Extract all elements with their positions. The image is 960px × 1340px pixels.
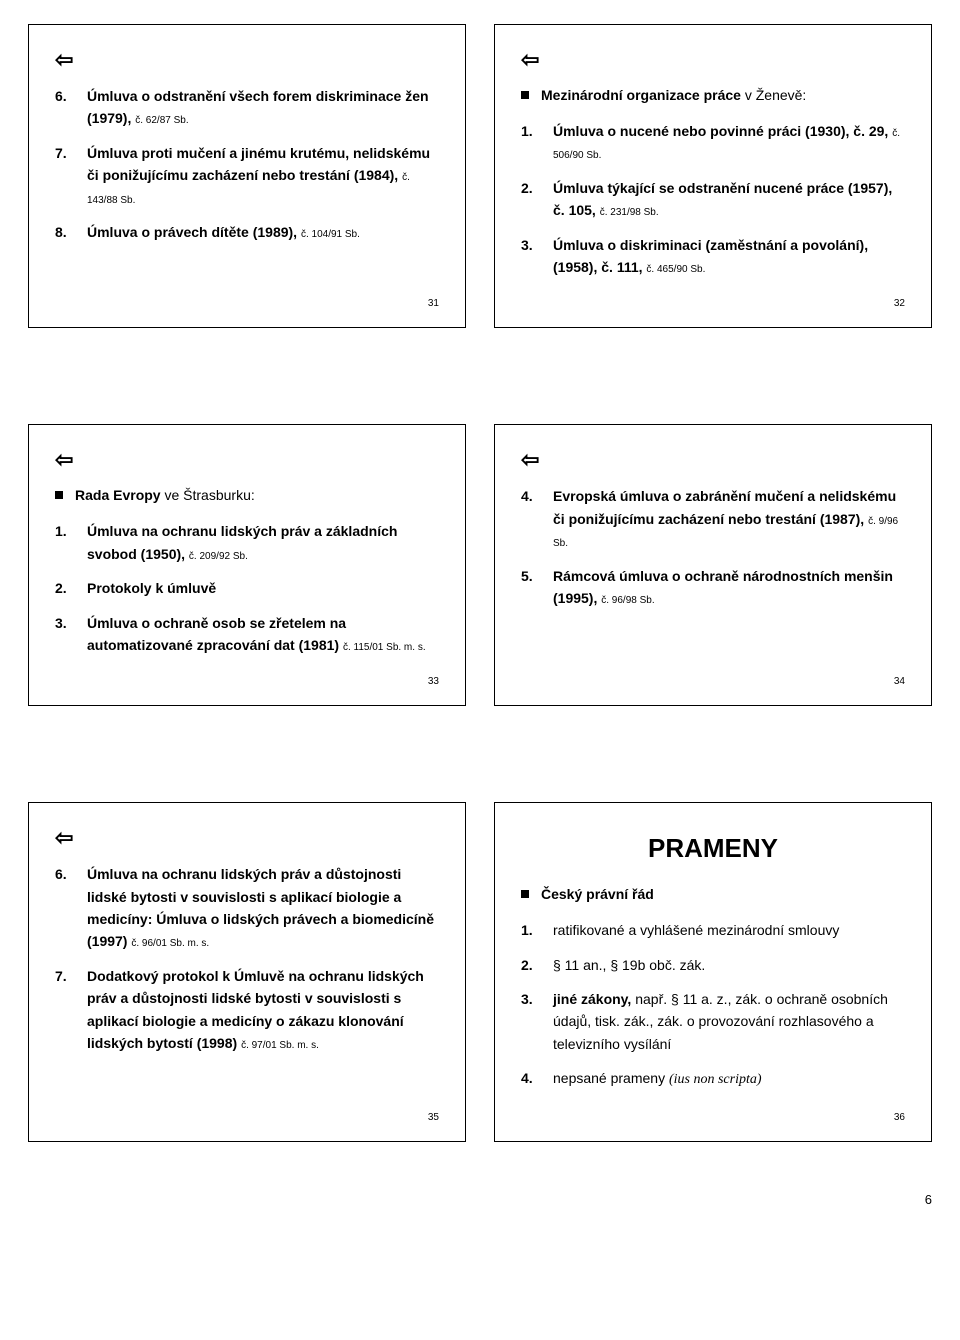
- item-text: Úmluva proti mučení a jinému krutému, ne…: [87, 142, 439, 209]
- lead-text: Rada Evropy ve Štrasburku:: [75, 485, 255, 506]
- back-arrow-icon: ⇦: [55, 49, 73, 71]
- list-item: 6.Úmluva o odstranění všech forem diskri…: [55, 85, 439, 130]
- slide-title: PRAMENY: [521, 833, 905, 864]
- list-item: 2. Protokoly k úmluvě: [55, 577, 439, 599]
- slide-number: 35: [55, 1104, 439, 1123]
- item-text: Úmluva na ochranu lidských práv a základ…: [87, 520, 439, 565]
- slide-grid: ⇦ 6.Úmluva o odstranění všech forem disk…: [28, 24, 932, 1142]
- list-item: 3.Úmluva o diskriminaci (zaměstnání a po…: [521, 234, 905, 279]
- item-text: Úmluva o odstranění všech forem diskrimi…: [87, 85, 439, 130]
- back-arrow-icon: ⇦: [55, 449, 73, 471]
- back-arrow-icon: ⇦: [521, 49, 539, 71]
- lead-line: Mezinárodní organizace práce v Ženevě:: [521, 85, 905, 106]
- item-number: 1.: [521, 919, 543, 941]
- slide-body: ⇦ Rada Evropy ve Štrasburku: 1.Úmluva na…: [55, 449, 439, 668]
- lead-line: Rada Evropy ve Štrasburku:: [55, 485, 439, 506]
- lead-text: Český právní řád: [541, 884, 654, 905]
- slide-31: ⇦ 6.Úmluva o odstranění všech forem disk…: [28, 24, 466, 328]
- item-number: 3.: [55, 612, 77, 657]
- item-text: Úmluva o diskriminaci (zaměstnání a povo…: [553, 234, 905, 279]
- item-list: 1.Úmluva o nucené nebo povinné práci (19…: [521, 120, 905, 278]
- item-text: Evropská úmluva o zabránění mučení a nel…: [553, 485, 905, 552]
- slide-number: 32: [521, 290, 905, 309]
- item-text: § 11 an., § 19b obč. zák.: [553, 954, 705, 976]
- slide-number: 36: [521, 1104, 905, 1123]
- item-number: 2.: [521, 177, 543, 222]
- list-item: 1. ratifikované a vyhlášené mezinárodní s…: [521, 919, 905, 941]
- item-text: nepsané prameny (ius non scripta): [553, 1067, 762, 1091]
- slide-body: ⇦ 4.Evropská úmluva o zabránění mučení a…: [521, 449, 905, 668]
- list-item: 3.Úmluva o ochraně osob se zřetelem na a…: [55, 612, 439, 657]
- list-item: 6.Úmluva na ochranu lidských práv a důst…: [55, 863, 439, 953]
- list-item: 1.Úmluva o nucené nebo povinné práci (19…: [521, 120, 905, 165]
- back-arrow-icon: ⇦: [55, 827, 73, 849]
- item-text: Úmluva o ochraně osob se zřetelem na aut…: [87, 612, 439, 657]
- item-number: 7.: [55, 142, 77, 209]
- back-arrow-icon: ⇦: [521, 449, 539, 471]
- slide-36: PRAMENY Český právní řád 1. ratifikované …: [494, 802, 932, 1141]
- slide-33: ⇦ Rada Evropy ve Štrasburku: 1.Úmluva na…: [28, 424, 466, 706]
- item-text: Rámcová úmluva o ochraně národnostních m…: [553, 565, 905, 610]
- item-text: Protokoly k úmluvě: [87, 577, 216, 599]
- item-text: Dodatkový protokol k Úmluvě na ochranu l…: [87, 965, 439, 1055]
- item-text: jiné zákony, např. § 11 a. z., zák. o oc…: [553, 988, 905, 1055]
- item-number: 4.: [521, 1067, 543, 1091]
- slide-body: ⇦ 6.Úmluva o odstranění všech forem disk…: [55, 49, 439, 290]
- slide-body: PRAMENY Český právní řád 1. ratifikované …: [521, 827, 905, 1103]
- page-footer-number: 6: [28, 1142, 932, 1207]
- list-item: 7.Dodatkový protokol k Úmluvě na ochranu…: [55, 965, 439, 1055]
- item-number: 8.: [55, 221, 77, 243]
- list-item: 3.jiné zákony, např. § 11 a. z., zák. o …: [521, 988, 905, 1055]
- list-item: 4. nepsané prameny (ius non scripta): [521, 1067, 905, 1091]
- square-bullet-icon: [521, 890, 529, 898]
- list-item: 8. Úmluva o právech dítěte (1989), č. 104…: [55, 221, 439, 243]
- item-number: 7.: [55, 965, 77, 1055]
- item-number: 3.: [521, 988, 543, 1055]
- slide-32: ⇦ Mezinárodní organizace práce v Ženevě:…: [494, 24, 932, 328]
- item-number: 2.: [55, 577, 77, 599]
- item-list: 6.Úmluva na ochranu lidských práv a důst…: [55, 863, 439, 1054]
- item-number: 5.: [521, 565, 543, 610]
- slide-number: 33: [55, 668, 439, 687]
- list-item: 1.Úmluva na ochranu lidských práv a zákl…: [55, 520, 439, 565]
- slide-body: ⇦ 6.Úmluva na ochranu lidských práv a dů…: [55, 827, 439, 1103]
- item-text: Úmluva o nucené nebo povinné práci (1930…: [553, 120, 905, 165]
- item-text: Úmluva na ochranu lidských práv a důstoj…: [87, 863, 439, 953]
- list-item: 5.Rámcová úmluva o ochraně národnostních…: [521, 565, 905, 610]
- slide-35: ⇦ 6.Úmluva na ochranu lidských práv a dů…: [28, 802, 466, 1141]
- item-number: 2.: [521, 954, 543, 976]
- slide-34: ⇦ 4.Evropská úmluva o zabránění mučení a…: [494, 424, 932, 706]
- item-text: ratifikované a vyhlášené mezinárodní sml…: [553, 919, 839, 941]
- list-item: 4.Evropská úmluva o zabránění mučení a n…: [521, 485, 905, 552]
- item-list: 6.Úmluva o odstranění všech forem diskri…: [55, 85, 439, 243]
- item-list: 1.Úmluva na ochranu lidských práv a zákl…: [55, 520, 439, 656]
- square-bullet-icon: [55, 491, 63, 499]
- item-list: 1. ratifikované a vyhlášené mezinárodní s…: [521, 919, 905, 1091]
- item-number: 1.: [55, 520, 77, 565]
- item-text: Úmluva týkající se odstranění nucené prá…: [553, 177, 905, 222]
- item-number: 1.: [521, 120, 543, 165]
- lead-line: Český právní řád: [521, 884, 905, 905]
- slide-number: 31: [55, 290, 439, 309]
- item-text: Úmluva o právech dítěte (1989), č. 104/9…: [87, 221, 360, 243]
- item-number: 4.: [521, 485, 543, 552]
- slide-body: ⇦ Mezinárodní organizace práce v Ženevě:…: [521, 49, 905, 290]
- item-number: 6.: [55, 863, 77, 953]
- item-number: 6.: [55, 85, 77, 130]
- lead-text: Mezinárodní organizace práce v Ženevě:: [541, 85, 806, 106]
- item-list: 4.Evropská úmluva o zabránění mučení a n…: [521, 485, 905, 609]
- square-bullet-icon: [521, 91, 529, 99]
- list-item: 2.Úmluva týkající se odstranění nucené p…: [521, 177, 905, 222]
- list-item: 7.Úmluva proti mučení a jinému krutému, …: [55, 142, 439, 209]
- item-number: 3.: [521, 234, 543, 279]
- slide-number: 34: [521, 668, 905, 687]
- list-item: 2. § 11 an., § 19b obč. zák.: [521, 954, 905, 976]
